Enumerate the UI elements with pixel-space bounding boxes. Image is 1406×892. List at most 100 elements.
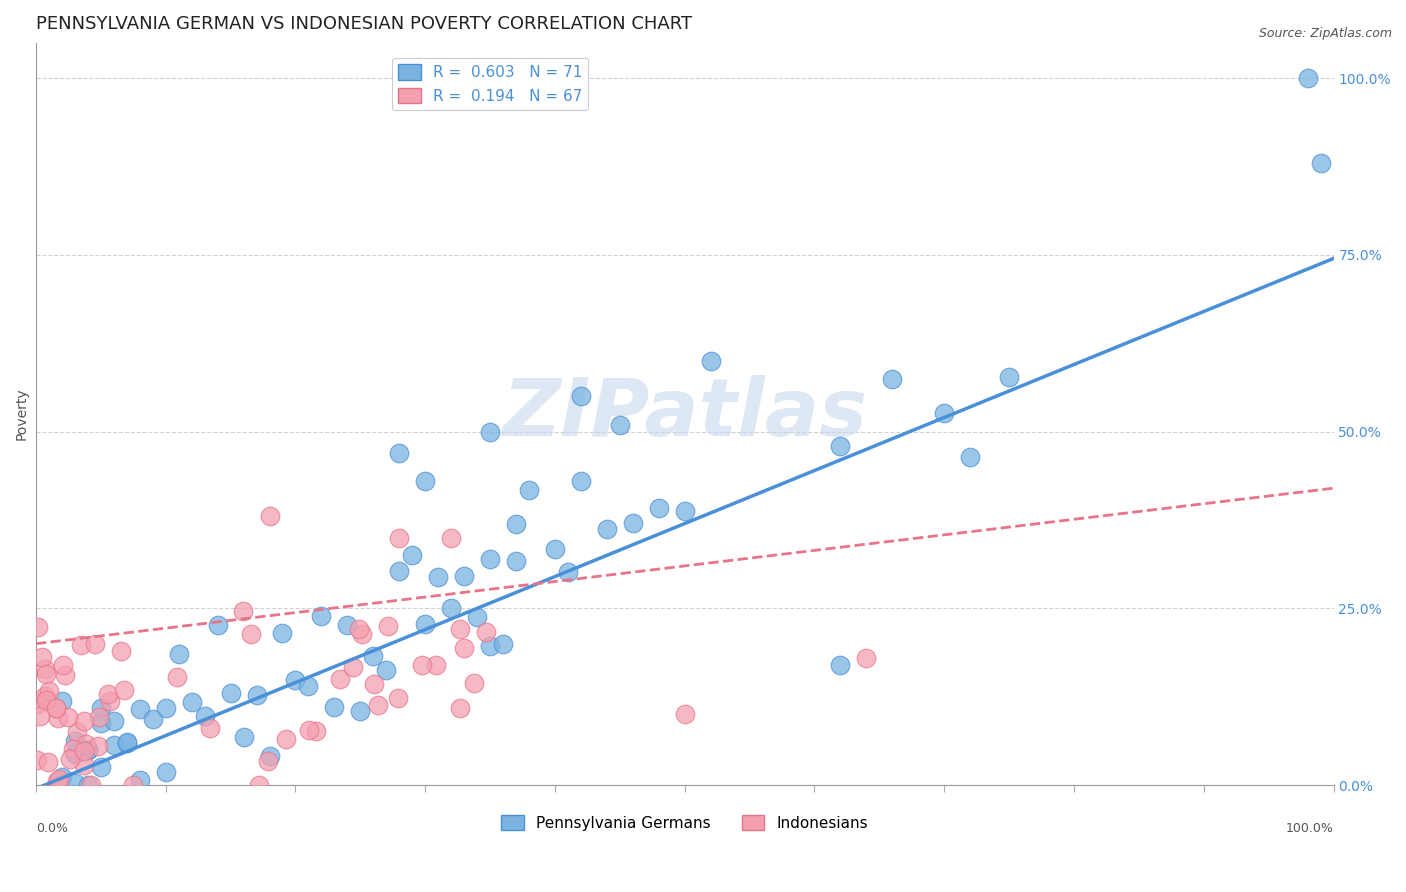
Point bbox=[449, 623, 471, 637]
Point bbox=[479, 425, 502, 439]
Point bbox=[219, 686, 242, 700]
Point bbox=[240, 626, 263, 640]
Point bbox=[544, 542, 567, 557]
Text: Source: ZipAtlas.com: Source: ZipAtlas.com bbox=[1258, 27, 1392, 40]
Point bbox=[142, 712, 165, 726]
Point bbox=[648, 500, 671, 515]
Point bbox=[492, 637, 515, 651]
Point bbox=[425, 658, 447, 673]
Point bbox=[28, 709, 51, 723]
Point bbox=[110, 644, 132, 658]
Text: 0.0%: 0.0% bbox=[37, 822, 67, 835]
Point bbox=[53, 668, 76, 682]
Point bbox=[62, 742, 84, 756]
Point bbox=[475, 624, 498, 639]
Point bbox=[517, 483, 540, 497]
Point bbox=[505, 516, 527, 531]
Point bbox=[465, 610, 488, 624]
Point bbox=[34, 662, 56, 676]
Point bbox=[31, 650, 53, 665]
Point bbox=[621, 516, 644, 531]
Point bbox=[48, 772, 70, 786]
Point bbox=[25, 697, 48, 711]
Point bbox=[257, 754, 280, 768]
Point bbox=[311, 609, 333, 624]
Point bbox=[347, 622, 370, 636]
Point bbox=[259, 509, 281, 524]
Point bbox=[367, 698, 389, 712]
Point bbox=[363, 649, 385, 664]
Point bbox=[232, 731, 254, 745]
Point bbox=[155, 701, 177, 715]
Point bbox=[90, 701, 112, 715]
Text: 100.0%: 100.0% bbox=[1285, 822, 1333, 835]
Point bbox=[699, 354, 721, 368]
Point bbox=[45, 701, 67, 715]
Point bbox=[401, 548, 423, 562]
Point bbox=[86, 739, 108, 753]
Point bbox=[97, 687, 120, 701]
Point bbox=[596, 522, 619, 536]
Point bbox=[59, 752, 82, 766]
Point bbox=[128, 772, 150, 787]
Point bbox=[76, 742, 98, 756]
Point bbox=[449, 701, 471, 715]
Point bbox=[363, 677, 385, 691]
Point bbox=[34, 690, 56, 704]
Point bbox=[413, 474, 436, 488]
Point bbox=[76, 778, 98, 792]
Point bbox=[166, 670, 188, 684]
Point bbox=[25, 753, 48, 767]
Point bbox=[35, 667, 58, 681]
Point bbox=[46, 778, 69, 792]
Point bbox=[112, 682, 135, 697]
Point bbox=[52, 657, 75, 672]
Point bbox=[271, 626, 294, 640]
Point bbox=[1296, 71, 1319, 86]
Point bbox=[349, 704, 371, 718]
Point bbox=[882, 372, 904, 386]
Legend: Pennsylvania Germans, Indonesians: Pennsylvania Germans, Indonesians bbox=[495, 808, 875, 837]
Point bbox=[198, 721, 221, 735]
Point bbox=[70, 638, 93, 652]
Point bbox=[115, 736, 138, 750]
Point bbox=[336, 617, 359, 632]
Point bbox=[51, 693, 73, 707]
Point bbox=[245, 688, 267, 702]
Point bbox=[80, 778, 103, 792]
Point bbox=[440, 531, 463, 545]
Point bbox=[103, 738, 125, 752]
Point bbox=[305, 723, 328, 738]
Point bbox=[75, 738, 97, 752]
Point bbox=[35, 692, 58, 706]
Point bbox=[1309, 156, 1331, 170]
Point bbox=[387, 691, 409, 706]
Point bbox=[66, 725, 89, 739]
Point bbox=[934, 406, 956, 420]
Point bbox=[63, 747, 86, 761]
Point bbox=[388, 446, 411, 460]
Point bbox=[51, 770, 73, 784]
Point bbox=[76, 743, 98, 757]
Y-axis label: Poverty: Poverty bbox=[15, 388, 30, 441]
Point bbox=[72, 714, 94, 729]
Point bbox=[232, 604, 254, 618]
Point bbox=[247, 778, 270, 792]
Point bbox=[375, 664, 398, 678]
Point bbox=[453, 640, 475, 655]
Point bbox=[453, 569, 475, 583]
Point bbox=[479, 552, 502, 566]
Point bbox=[830, 657, 852, 672]
Point bbox=[284, 673, 307, 687]
Point bbox=[413, 616, 436, 631]
Point bbox=[128, 702, 150, 716]
Point bbox=[329, 673, 352, 687]
Point bbox=[207, 618, 229, 632]
Point bbox=[673, 707, 696, 722]
Point bbox=[63, 776, 86, 790]
Point bbox=[194, 708, 217, 723]
Point bbox=[830, 439, 852, 453]
Point bbox=[297, 679, 319, 693]
Point bbox=[180, 695, 202, 709]
Point bbox=[63, 733, 86, 747]
